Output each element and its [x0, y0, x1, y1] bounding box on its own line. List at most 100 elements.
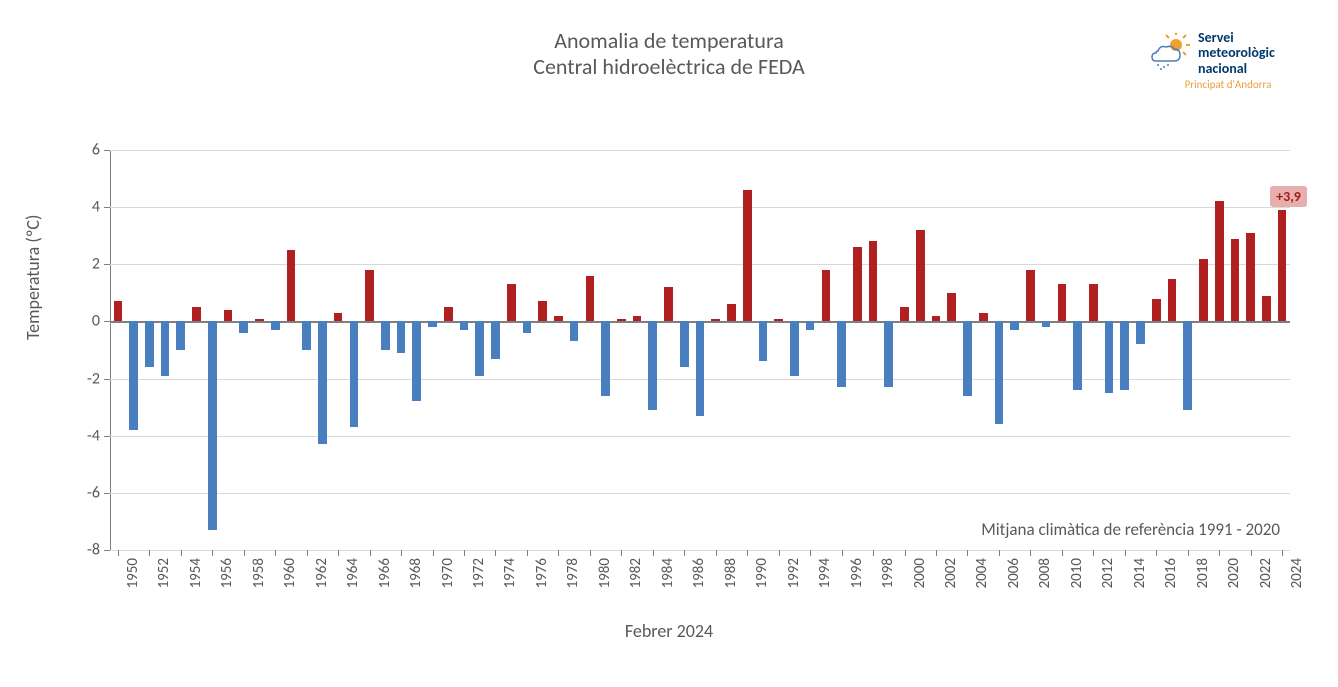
x-tick-label: 2022: [1257, 558, 1275, 588]
bar: [586, 276, 595, 322]
x-tick-mark: [1062, 550, 1063, 556]
y-tick-mark: [104, 550, 110, 551]
bar: [1215, 201, 1224, 321]
bar: [444, 307, 453, 321]
bar: [711, 319, 720, 322]
bar: [161, 321, 170, 375]
reference-note: Mitjana climàtica de referència 1991 - 2…: [981, 519, 1280, 540]
bar: [790, 321, 799, 375]
y-tick-label: 6: [92, 141, 100, 160]
bar: [947, 293, 956, 322]
x-tick-mark: [1282, 550, 1283, 556]
bar: [491, 321, 500, 358]
y-tick-label: -4: [87, 426, 100, 445]
x-tick-mark: [621, 550, 622, 556]
bar: [884, 321, 893, 387]
bar: [1199, 259, 1208, 322]
x-tick-label: 1962: [313, 558, 331, 588]
x-tick-mark: [905, 550, 906, 556]
x-tick-mark: [1156, 550, 1157, 556]
x-tick-label: 2002: [942, 558, 960, 588]
bar: [239, 321, 248, 332]
x-tick-label: 2020: [1225, 558, 1243, 588]
x-tick-label: 1984: [659, 558, 677, 588]
grid-line: [110, 550, 1290, 551]
value-callout: +3,9: [1270, 186, 1307, 207]
bar: [759, 321, 768, 361]
x-tick-label: 1986: [690, 558, 708, 588]
bar: [334, 313, 343, 322]
x-tick-label: 2008: [1036, 558, 1054, 588]
bar: [1246, 233, 1255, 322]
bar: [1168, 279, 1177, 322]
y-tick-mark: [104, 207, 110, 208]
bar: [916, 230, 925, 321]
x-tick-label: 1958: [250, 558, 268, 588]
bar: [538, 301, 547, 321]
x-tick-mark: [967, 550, 968, 556]
bar: [570, 321, 579, 341]
bar: [1073, 321, 1082, 390]
logo: Servei meteorològic nacional Principat d…: [1148, 30, 1308, 91]
x-tick-mark: [873, 550, 874, 556]
x-tick-label: 1968: [407, 558, 425, 588]
bar: [995, 321, 1004, 424]
x-tick-label: 2010: [1068, 558, 1086, 588]
x-tick-mark: [684, 550, 685, 556]
x-tick-mark: [433, 550, 434, 556]
x-tick-mark: [1219, 550, 1220, 556]
y-tick-label: -8: [87, 541, 100, 560]
bar: [1058, 284, 1067, 321]
x-tick-label: 1978: [564, 558, 582, 588]
y-tick-mark: [104, 150, 110, 151]
bars-container: [110, 150, 1290, 550]
x-tick-mark: [653, 550, 654, 556]
x-tick-mark: [936, 550, 937, 556]
x-tick-label: 1988: [722, 558, 740, 588]
bar: [1010, 321, 1019, 330]
x-tick-mark: [181, 550, 182, 556]
y-tick-label: 2: [92, 255, 100, 274]
bar: [963, 321, 972, 395]
logo-text: Servei meteorològic nacional: [1198, 30, 1275, 76]
bar: [617, 319, 626, 322]
bar: [523, 321, 532, 332]
x-tick-mark: [149, 550, 150, 556]
x-tick-mark: [495, 550, 496, 556]
bar: [727, 304, 736, 321]
x-tick-label: 1966: [376, 558, 394, 588]
bar: [507, 284, 516, 321]
x-tick-mark: [1125, 550, 1126, 556]
x-tick-label: 1950: [124, 558, 142, 588]
x-axis-label: Febrer 2024: [0, 620, 1338, 642]
bar: [428, 321, 437, 327]
y-tick-label: 4: [92, 198, 100, 217]
x-tick-mark: [1251, 550, 1252, 556]
bar: [114, 301, 123, 321]
x-tick-mark: [244, 550, 245, 556]
bar: [1183, 321, 1192, 410]
bar: [774, 319, 783, 322]
x-tick-label: 1980: [596, 558, 614, 588]
x-tick-mark: [1188, 550, 1189, 556]
bar: [743, 190, 752, 321]
bar: [176, 321, 185, 350]
x-tick-mark: [810, 550, 811, 556]
x-tick-label: 1976: [533, 558, 551, 588]
x-tick-label: 2006: [1005, 558, 1023, 588]
x-tick-label: 1960: [281, 558, 299, 588]
x-tick-mark: [370, 550, 371, 556]
x-tick-mark: [999, 550, 1000, 556]
bar: [1136, 321, 1145, 344]
x-tick-label: 2014: [1131, 558, 1149, 588]
bar: [869, 241, 878, 321]
logo-text-line3: nacional: [1198, 60, 1247, 77]
x-tick-mark: [275, 550, 276, 556]
x-tick-label: 1964: [344, 558, 362, 588]
bar: [1105, 321, 1114, 392]
x-tick-label: 2004: [973, 558, 991, 588]
logo-subtitle: Principat d'Andorra: [1148, 78, 1308, 91]
bar: [837, 321, 846, 387]
bar: [601, 321, 610, 395]
x-tick-label: 1974: [501, 558, 519, 588]
